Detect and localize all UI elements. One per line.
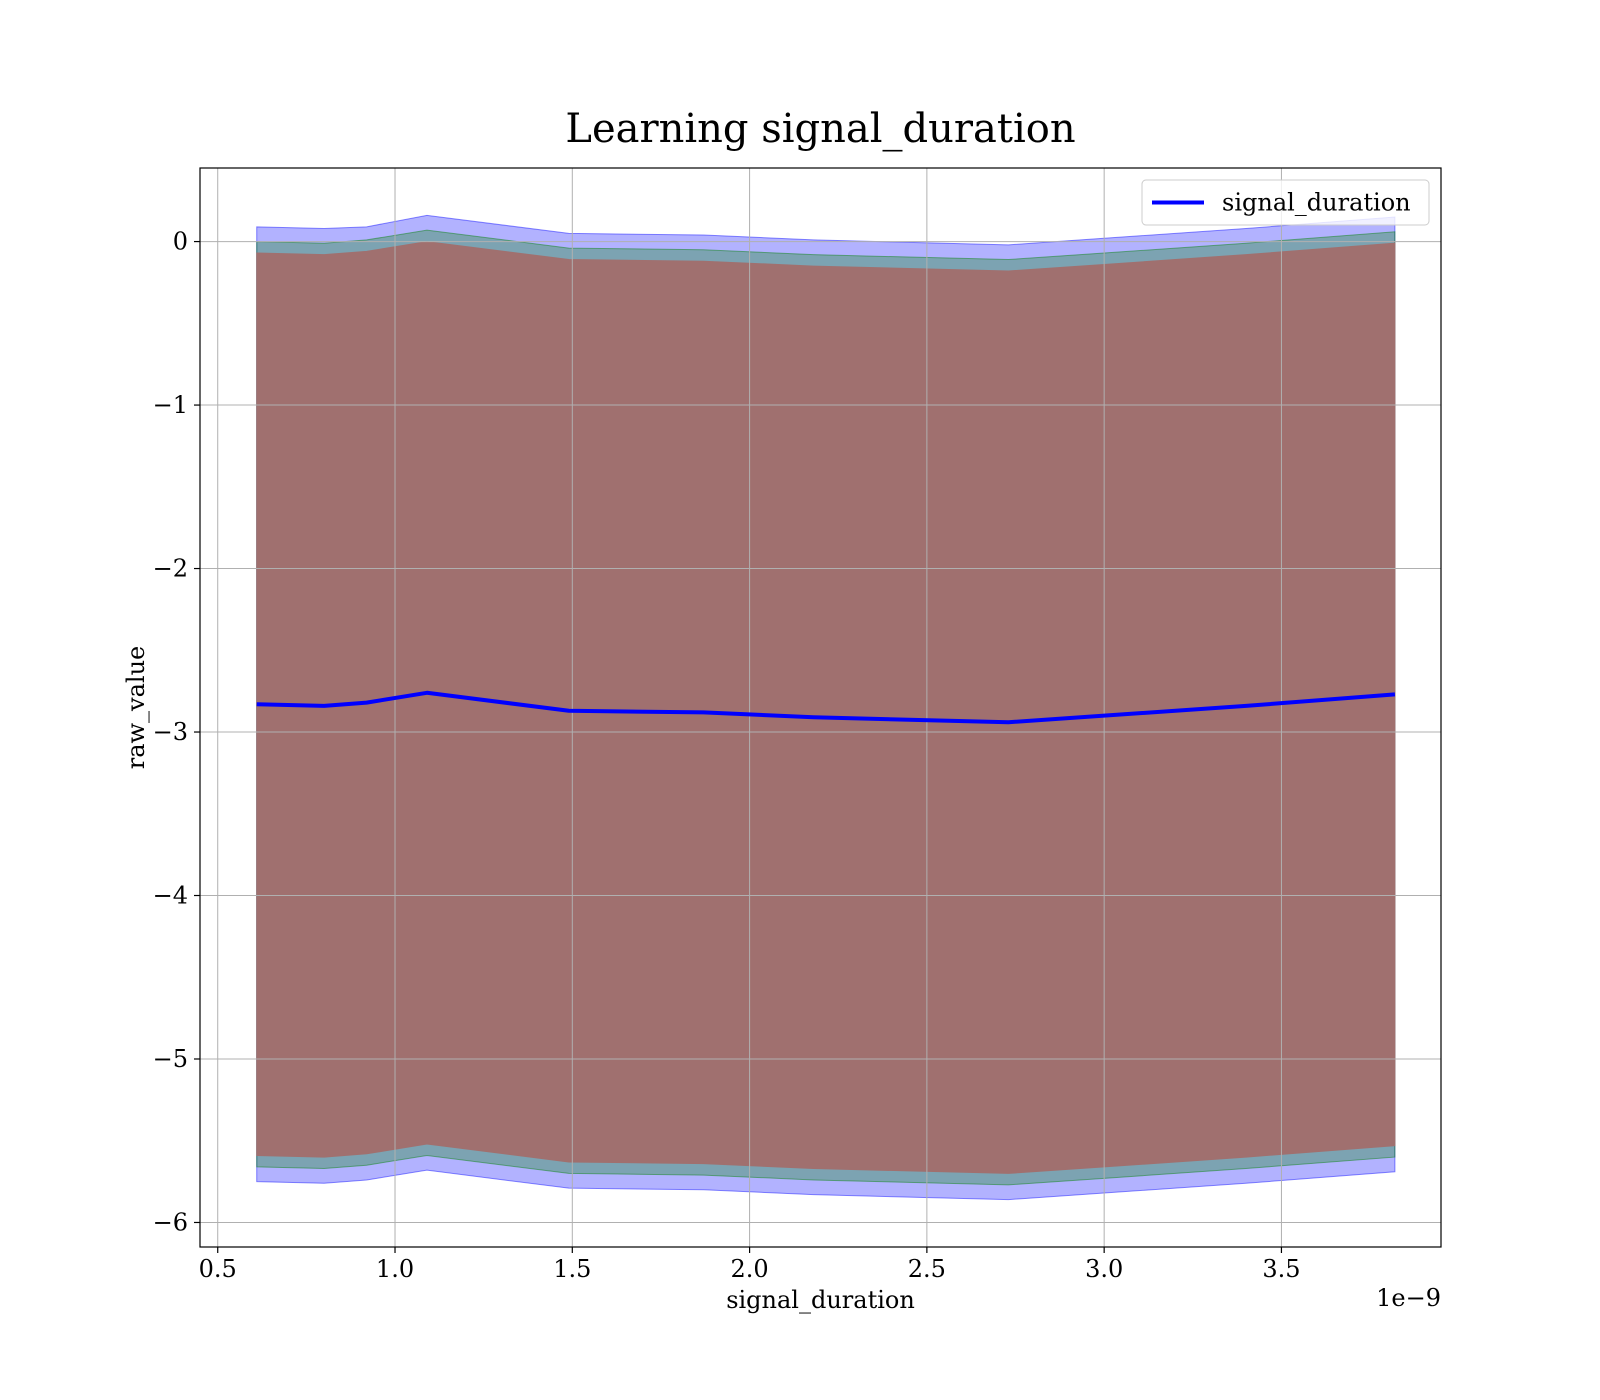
- x-axis-label: signal_duration: [726, 1286, 915, 1314]
- x-tick-label-6: 3.5: [1262, 1255, 1300, 1283]
- y-tick-label-0: 0: [173, 228, 188, 256]
- plot-frame: [199, 167, 1442, 1248]
- chart-title: Learning signal_duration: [565, 106, 1075, 152]
- y-tick-label-6: −6: [153, 1208, 188, 1236]
- y-tick-label-3: −3: [153, 718, 188, 746]
- confidence-bands: [256, 214, 1396, 1201]
- x-tick-label-0: 0.5: [199, 1255, 237, 1283]
- y-tick-label-2: −2: [153, 555, 188, 583]
- x-axis-offset-label: 1e−9: [1376, 1284, 1441, 1312]
- y-tick-label-1: −1: [153, 391, 188, 419]
- y-tick-label-4: −4: [153, 882, 188, 910]
- series-lines: [256, 690, 1396, 725]
- grid-lines: [200, 168, 1441, 1247]
- x-tick-label-3: 2.0: [730, 1255, 768, 1283]
- x-tick-label-5: 3.0: [1085, 1255, 1123, 1283]
- legend: signal_duration: [1141, 179, 1430, 226]
- axis-ticks: 0.5 1.0 1.5 2.0 2.5 3.0 3.5 0 −1 −2 −3 −4 −5 −6: [153, 228, 1301, 1283]
- legend-box: [1141, 179, 1430, 226]
- legend-label-signal-duration: signal_duration: [1222, 189, 1411, 217]
- confidence-band-3: [256, 241, 1396, 1174]
- x-tick-label-2: 1.5: [553, 1255, 591, 1283]
- series-line-1: [256, 690, 1396, 725]
- y-axis-label: raw_value: [122, 646, 150, 770]
- x-tick-label-4: 2.5: [908, 1255, 946, 1283]
- y-tick-label-5: −5: [153, 1045, 188, 1073]
- x-tick-label-1: 1.0: [376, 1255, 414, 1283]
